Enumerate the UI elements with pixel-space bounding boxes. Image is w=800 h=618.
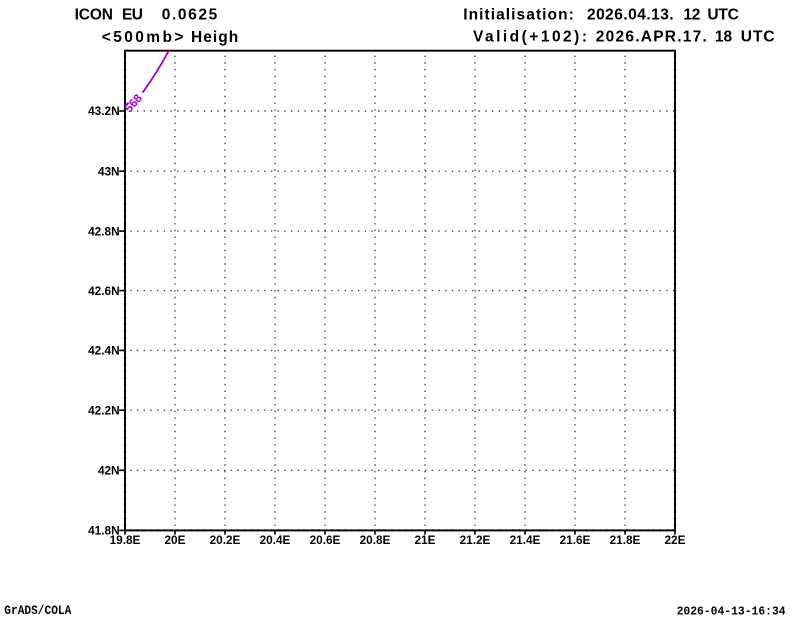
svg-text:21.6E: 21.6E [560,533,591,547]
svg-text:12: 12 [683,7,700,24]
svg-text:Valid(+102):: Valid(+102): [473,29,587,46]
svg-text:42N: 42N [98,464,120,478]
svg-text:21.8E: 21.8E [610,533,641,547]
svg-text:0.0625: 0.0625 [162,7,218,24]
svg-text:43N: 43N [98,164,120,178]
svg-text:<500mb>: <500mb> [102,29,184,46]
svg-text:2026.APR.17.: 2026.APR.17. [596,29,707,46]
svg-text:ICON: ICON [75,7,113,24]
svg-text:2026-04-13-16:34: 2026-04-13-16:34 [677,605,786,618]
svg-text:21E: 21E [415,533,436,547]
svg-text:43.2N: 43.2N [88,104,119,118]
svg-text:42.8N: 42.8N [88,224,119,238]
svg-text:20E: 20E [165,533,186,547]
svg-text:Heigh: Heigh [191,29,238,46]
svg-text:41.8N: 41.8N [88,524,119,538]
svg-text:2026.04.13.: 2026.04.13. [587,7,674,24]
svg-text:20.6E: 20.6E [310,533,341,547]
svg-text:UTC: UTC [741,29,775,46]
svg-text:UTC: UTC [707,7,738,24]
svg-text:Initialisation:: Initialisation: [463,7,574,24]
svg-text:19.8E: 19.8E [110,533,141,547]
svg-text:20.8E: 20.8E [360,533,391,547]
svg-text:21.4E: 21.4E [510,533,541,547]
svg-text:EU: EU [122,7,143,24]
svg-text:18: 18 [715,29,733,46]
svg-text:42.2N: 42.2N [88,403,119,417]
svg-text:22E: 22E [665,533,686,547]
svg-text:42.6N: 42.6N [88,284,119,298]
svg-text:21.2E: 21.2E [460,533,491,547]
svg-text:20.4E: 20.4E [260,533,291,547]
svg-text:20.2E: 20.2E [210,533,241,547]
svg-text:42.4N: 42.4N [88,344,119,358]
svg-text:GrADS/COLA: GrADS/COLA [4,604,71,618]
